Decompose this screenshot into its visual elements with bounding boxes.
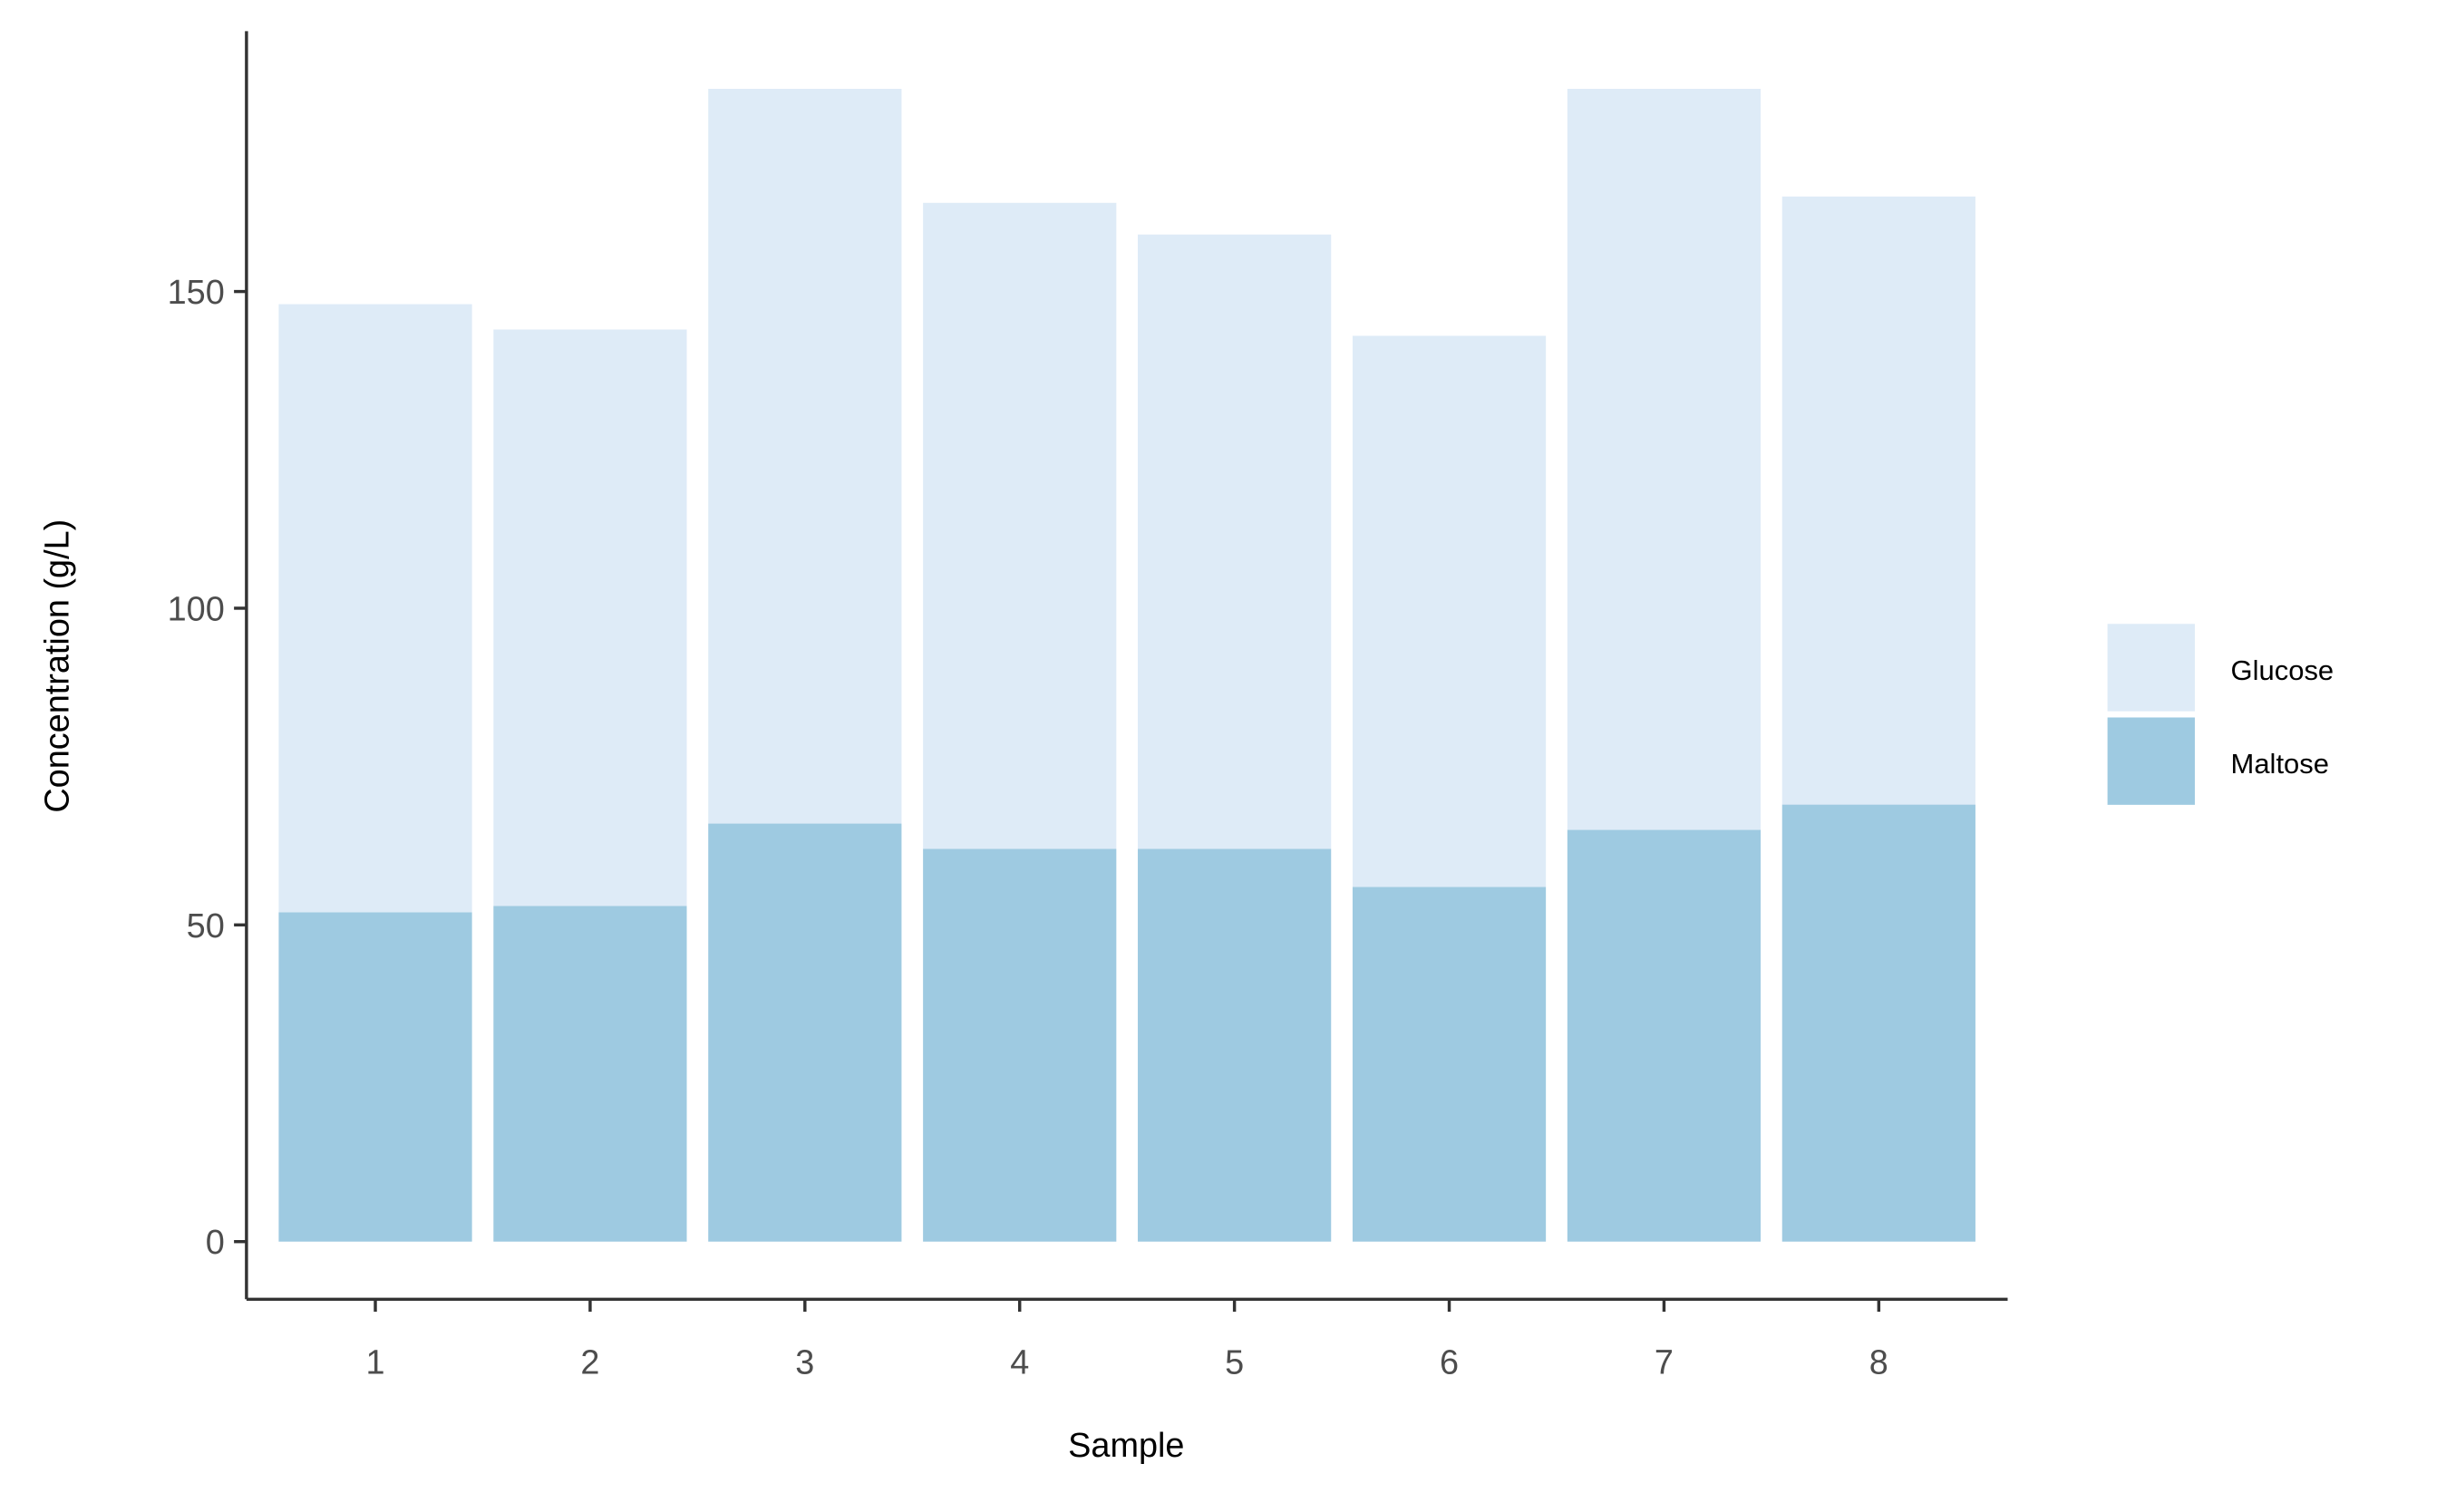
- x-tick-label: 6: [1440, 1344, 1459, 1382]
- x-tick-label: 3: [795, 1344, 814, 1382]
- x-tick-label: 1: [365, 1344, 384, 1382]
- legend-label: Glucose: [2231, 654, 2334, 686]
- x-tick-label: 5: [1225, 1344, 1244, 1382]
- y-tick-label: 50: [187, 907, 225, 945]
- bar-segment: [708, 823, 902, 1242]
- y-tick-label: 100: [168, 590, 225, 628]
- x-axis-title: Sample: [1068, 1427, 1184, 1465]
- bar-segment: [1567, 88, 1762, 830]
- legend-label: Maltose: [2231, 748, 2329, 780]
- bar-segment: [1352, 335, 1547, 887]
- y-tick-label: 0: [206, 1224, 225, 1262]
- x-tick-label: 8: [1869, 1344, 1888, 1382]
- legend-key: [2107, 717, 2195, 805]
- bar-segment: [1781, 196, 1975, 805]
- legend-key: [2107, 624, 2195, 712]
- x-tick-label: 4: [1010, 1344, 1029, 1382]
- bar-segment: [708, 88, 902, 824]
- bar-segment: [923, 202, 1117, 849]
- bar-segment: [1138, 234, 1332, 849]
- bar-segment: [1781, 804, 1975, 1242]
- y-tick-label: 150: [168, 274, 225, 312]
- bar-segment: [923, 848, 1117, 1242]
- bar-segment: [278, 304, 472, 913]
- bar-segment: [1352, 887, 1547, 1242]
- x-tick-label: 7: [1655, 1344, 1674, 1382]
- bar-segment: [493, 906, 687, 1242]
- bar-segment: [493, 329, 687, 906]
- bar-segment: [278, 912, 472, 1242]
- bar-segment: [1138, 848, 1332, 1242]
- x-tick-label: 2: [580, 1344, 599, 1382]
- bar-segment: [1567, 829, 1762, 1242]
- y-axis-title: Concentration (g/L): [38, 519, 76, 813]
